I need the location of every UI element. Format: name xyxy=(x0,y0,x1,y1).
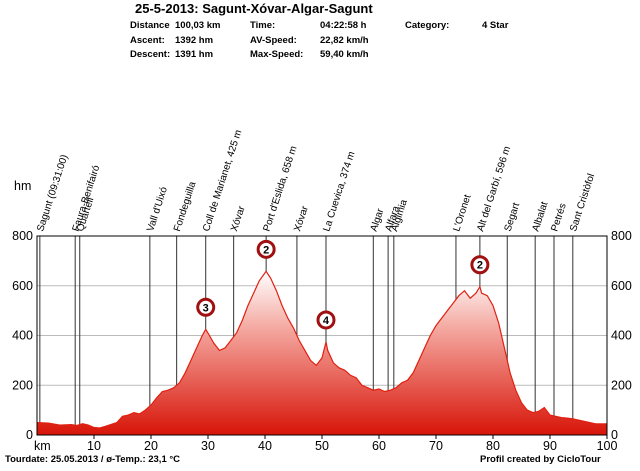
climb-badge xyxy=(256,239,276,259)
elevation-area xyxy=(37,271,607,435)
x-tick-label: 100 xyxy=(597,439,618,453)
x-axis-label: km xyxy=(34,439,51,453)
waypoint-label: Sagunt (09:31:00) xyxy=(35,153,70,233)
stat-label: Max-Speed: xyxy=(250,49,303,60)
stat-label: Ascent: xyxy=(130,35,165,46)
plot-frame xyxy=(36,235,608,436)
x-tick-label: 50 xyxy=(315,439,329,453)
x-tick-label: 90 xyxy=(543,439,557,453)
climb-label: 2 xyxy=(477,260,483,272)
waypoint-label: Xóvar xyxy=(229,204,248,233)
footer-right: Profil created by CicloTour xyxy=(480,454,601,465)
climb-label: 2 xyxy=(263,244,269,256)
stat-label: Distance xyxy=(130,20,170,31)
x-tick-label: 10 xyxy=(87,439,101,453)
stat-value: 100,03 km xyxy=(175,20,220,31)
x-tick-label: 30 xyxy=(201,439,215,453)
y-tick-label: 800 xyxy=(12,229,33,243)
y2-tick-label: 800 xyxy=(611,229,632,243)
waypoint-label: Segart xyxy=(503,201,523,233)
stat-value: 59,40 km/h xyxy=(320,49,369,60)
stat-label: AV-Speed: xyxy=(250,35,297,46)
footer-left: Tourdate: 25.05.2013 / ø-Temp.: 23,1 °C xyxy=(5,454,180,465)
waypoint-label: Sant Cristòfol xyxy=(568,172,597,232)
y-tick-label: 200 xyxy=(12,378,33,392)
y2-tick-label: 600 xyxy=(611,279,632,293)
waypoint-label: L'Oronet xyxy=(451,193,473,233)
x-tick-label: 20 xyxy=(144,439,158,453)
stat-label: Descent: xyxy=(130,49,170,60)
stat-value: 1392 hm xyxy=(175,35,213,46)
x-tick-label: 40 xyxy=(258,439,272,453)
stat-value: 1391 hm xyxy=(175,49,213,60)
waypoint-label: Port d'Eslida, 658 m xyxy=(262,145,300,233)
waypoint-label: Petrés xyxy=(549,202,568,233)
climb-badge xyxy=(470,255,490,275)
waypoint-label: Vall d'Uixó xyxy=(145,185,170,233)
climb-label: 3 xyxy=(203,302,209,314)
y-tick-label: 400 xyxy=(12,329,33,343)
x-tick-label: 80 xyxy=(486,439,500,453)
stat-value: 4 Star xyxy=(482,20,509,31)
waypoint-label: La Cuevica, 374 m xyxy=(321,150,357,233)
x-tick-label: 60 xyxy=(372,439,386,453)
climb-badge xyxy=(196,297,216,317)
waypoint-label: Albalat xyxy=(531,200,551,233)
climb-badge xyxy=(316,310,336,330)
waypoint-label: Fondeguilla xyxy=(172,180,199,233)
chart-title: 25-5-2013: Sagunt-Xóvar-Algar-Sagunt xyxy=(135,1,373,16)
climb-label: 4 xyxy=(323,315,330,327)
y-tick-label: 0 xyxy=(26,428,33,442)
stat-label: Time: xyxy=(250,20,275,31)
y-tick-label: 600 xyxy=(12,279,33,293)
y2-tick-label: 0 xyxy=(611,428,618,442)
y-axis-label: hm xyxy=(14,179,31,193)
stat-label: Category: xyxy=(405,20,449,31)
x-tick-label: 70 xyxy=(429,439,443,453)
y2-tick-label: 200 xyxy=(611,378,632,392)
stat-value: 04:22:58 h xyxy=(320,20,367,31)
stat-value: 22,82 km/h xyxy=(320,35,369,46)
elevation-line xyxy=(36,270,607,429)
y2-tick-label: 400 xyxy=(611,329,632,343)
waypoint-label: Xóvar xyxy=(292,204,311,233)
